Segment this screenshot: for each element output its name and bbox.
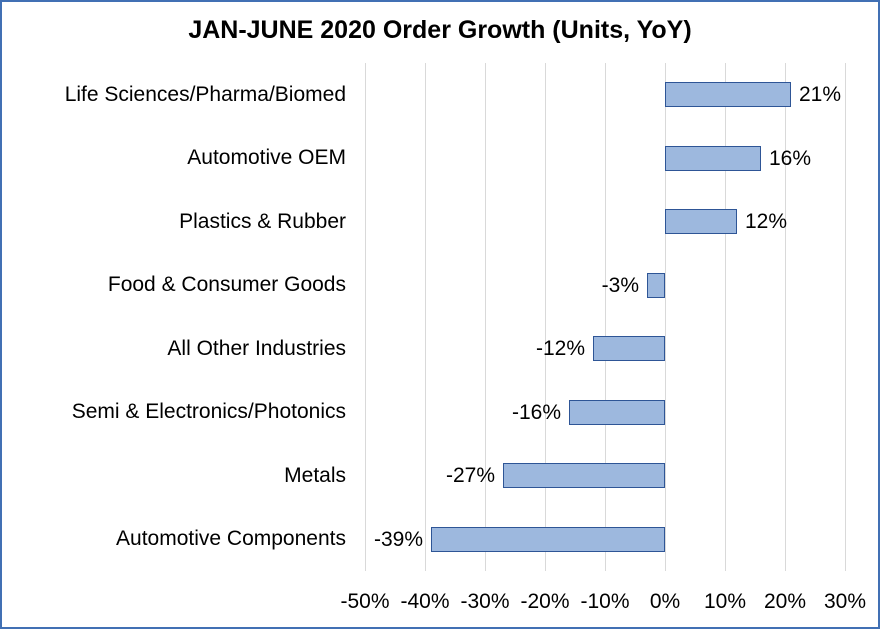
value-label: 16% — [769, 146, 812, 170]
x-tick-label: -20% — [520, 590, 570, 613]
x-tick-label: 10% — [703, 590, 747, 613]
value-label: -3% — [601, 273, 639, 297]
category-label: Life Sciences/Pharma/Biomed — [64, 82, 346, 106]
gridline — [725, 63, 726, 571]
gridline — [665, 63, 666, 571]
bar-7 — [431, 526, 665, 552]
x-tick-label: -10% — [580, 590, 630, 613]
bar-0 — [665, 82, 791, 108]
category-label: Automotive Components — [116, 527, 346, 551]
gridline — [485, 63, 486, 571]
gridline — [545, 63, 546, 571]
category-label: Semi & Electronics/Photonics — [71, 400, 346, 424]
category-label: Metals — [284, 463, 346, 487]
gridline — [425, 63, 426, 571]
value-label: 21% — [799, 83, 842, 107]
value-label: -39% — [373, 527, 423, 551]
bar-1 — [665, 145, 761, 171]
chart-title: JAN-JUNE 2020 Order Growth (Units, YoY) — [188, 16, 692, 44]
x-tick-label: -40% — [400, 590, 450, 613]
value-label: 12% — [745, 210, 788, 234]
bar-4 — [593, 336, 665, 362]
gridline — [845, 63, 846, 571]
bar-3 — [647, 272, 665, 298]
value-label: -12% — [535, 337, 585, 361]
category-label: Food & Consumer Goods — [107, 273, 346, 297]
category-label: Plastics & Rubber — [179, 209, 346, 233]
gridline — [605, 63, 606, 571]
x-tick-label: -30% — [460, 590, 510, 613]
x-tick-label: 30% — [823, 590, 867, 613]
gridline — [365, 63, 366, 571]
plot-area: 21% 16% 12% -3% -12% -16% -27% -39% — [365, 63, 846, 571]
category-label: Automotive OEM — [187, 146, 346, 170]
bar-5 — [569, 399, 665, 425]
category-label: All Other Industries — [167, 336, 346, 360]
gridline — [785, 63, 786, 571]
x-tick-label: 0% — [649, 590, 681, 613]
x-tick-label: -50% — [340, 590, 390, 613]
value-label: -27% — [445, 464, 495, 488]
bar-6 — [503, 463, 665, 489]
x-tick-label: 20% — [763, 590, 807, 613]
bar-2 — [665, 209, 737, 235]
value-label: -16% — [511, 400, 561, 424]
